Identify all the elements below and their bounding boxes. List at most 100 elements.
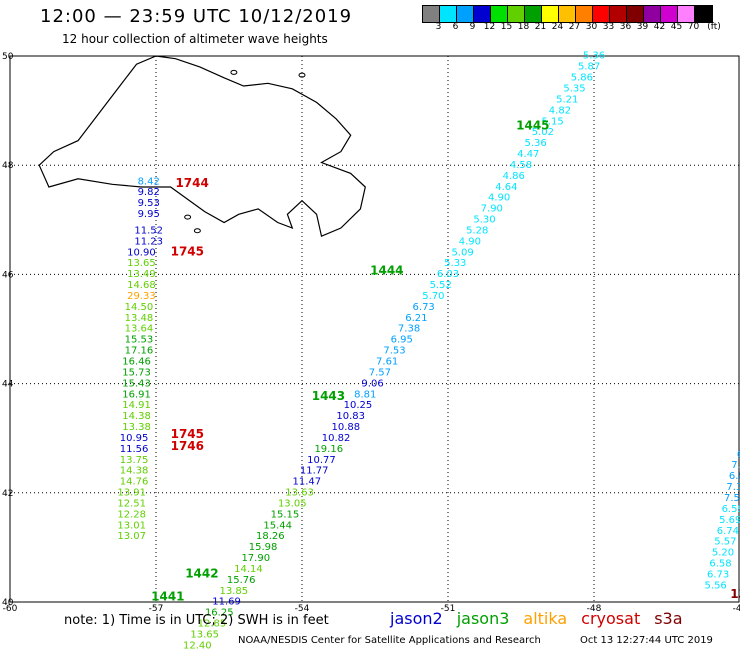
- wave-height-value: 7.90: [481, 204, 503, 215]
- color-scale-bar: [422, 5, 713, 23]
- wave-height-value: 16.25: [205, 608, 234, 619]
- pass-number-label: 133: [730, 587, 740, 601]
- wave-height-value: 7.61: [376, 356, 398, 367]
- wave-height-value: 7.30: [726, 482, 740, 493]
- wave-height-value: 4.90: [488, 193, 510, 204]
- longitude-label: -60: [3, 604, 18, 614]
- wave-height-value: 15.44: [263, 520, 292, 531]
- pass-number-label: 1443: [312, 389, 345, 403]
- color-scale-label: 24: [551, 22, 564, 32]
- wave-height-value: 7.38: [398, 324, 420, 335]
- wave-height-value: 13.85: [220, 586, 249, 597]
- island-outline: [193, 228, 201, 234]
- wave-height-value: 5.02: [532, 127, 554, 138]
- wave-height-value: 13.38: [122, 422, 151, 433]
- pass-number-label: 1445: [516, 119, 549, 133]
- wave-height-value: 6.95: [391, 335, 413, 346]
- color-swatch: [593, 6, 610, 22]
- wave-height-value: 16.91: [122, 389, 151, 400]
- color-scale-label: 45: [670, 22, 683, 32]
- longitude-label: -54: [295, 604, 310, 614]
- color-swatch: [508, 6, 525, 22]
- color-scale-label: 12: [483, 22, 496, 32]
- wave-height-value: 19.16: [314, 444, 343, 455]
- units-note: note: 1) Time is in UTC; 2) SWH is in fe…: [64, 613, 329, 628]
- wave-height-value: 15.15: [271, 509, 300, 520]
- wave-height-value: 11.56: [120, 444, 149, 455]
- wave-height-value: 5.15: [542, 116, 564, 127]
- wave-height-value: 14.76: [120, 477, 149, 488]
- wave-height-value: 13.63: [285, 488, 314, 499]
- color-swatch: [423, 6, 440, 22]
- pass-number-label: 1441: [151, 589, 184, 603]
- pass-number-label: 1744: [175, 176, 208, 190]
- longitude-label: -51: [441, 604, 456, 614]
- color-scale-label: 27: [568, 22, 581, 32]
- color-scale-label: 6: [452, 22, 459, 32]
- wave-height-value: 5.21: [556, 94, 578, 105]
- wave-height-value: 4.90: [459, 236, 481, 247]
- wave-height-value: 9.82: [138, 187, 160, 198]
- wave-height-value: 6.03: [437, 269, 459, 280]
- latitude-label: 46: [2, 270, 14, 280]
- page-title: 12:00 — 23:59 UTC 10/12/2019: [40, 6, 353, 27]
- wave-height-value: 7.53: [383, 346, 405, 357]
- color-swatch: [559, 6, 576, 22]
- wave-height-value: 11.77: [300, 466, 329, 477]
- wave-height-value: 13.64: [125, 324, 154, 335]
- legend-cryosat: cryosat: [581, 609, 641, 628]
- wave-height-value: 18.26: [256, 531, 285, 542]
- wave-height-value: 11.52: [134, 225, 163, 236]
- wave-height-value: 13.01: [117, 520, 146, 531]
- wave-height-value: 17.16: [125, 346, 154, 357]
- wave-height-value: 10.77: [307, 455, 336, 466]
- wave-height-value: 14.38: [122, 411, 151, 422]
- wave-height-value: 13.49: [127, 269, 156, 280]
- wave-height-value: 12.40: [183, 640, 212, 650]
- longitude-label: -57: [149, 604, 164, 614]
- wave-height-value: 10.82: [322, 433, 351, 444]
- wave-height-value: 29.33: [127, 291, 156, 302]
- wave-height-value: 13.75: [120, 455, 149, 466]
- latitude-label: 44: [2, 380, 14, 390]
- legend-jason3: jason3: [456, 609, 510, 628]
- wave-height-value: 5.70: [422, 291, 444, 302]
- wave-height-value: 4.82: [549, 105, 571, 116]
- wave-height-value: 10.95: [120, 433, 149, 444]
- pass-number-label: 1745: [171, 244, 204, 258]
- wave-height-value: 13.91: [117, 488, 146, 499]
- pass-number-label: 1444: [370, 263, 403, 277]
- wave-height-value: 14.68: [127, 280, 156, 291]
- wave-height-value: 8.81: [354, 389, 376, 400]
- wave-height-value: 14.91: [122, 400, 151, 411]
- wave-height-value: 5.33: [444, 258, 466, 269]
- island-outline: [184, 214, 192, 220]
- wave-height-value: 5.36: [524, 138, 546, 149]
- pass-number-label: 1745: [171, 427, 204, 441]
- coastline: [38, 55, 366, 238]
- color-scale-label: 9: [469, 22, 476, 32]
- wave-height-value: 7.44: [731, 460, 740, 471]
- pass-number-label: 1746: [171, 439, 204, 453]
- credit-text: NOAA/NESDIS Center for Satellite Applica…: [238, 635, 541, 646]
- wave-height-value: 13.65: [190, 629, 219, 640]
- wave-height-value: 6.59: [722, 504, 740, 515]
- wave-height-value: 5.69: [719, 515, 740, 526]
- wave-height-value: 4.47: [517, 149, 539, 160]
- color-swatch: [474, 6, 491, 22]
- latitude-label: 40: [2, 598, 14, 608]
- wave-height-value: 13.48: [125, 313, 154, 324]
- wave-height-value: 5.30: [473, 215, 495, 226]
- latitude-label: 50: [2, 52, 14, 62]
- wave-height-value: 12.85: [198, 619, 227, 630]
- wave-height-value: 12.51: [117, 498, 146, 509]
- wave-height-value: 14.14: [234, 564, 263, 575]
- page-subtitle: 12 hour collection of altimeter wave hei…: [62, 32, 328, 46]
- color-swatch: [457, 6, 474, 22]
- wave-height-value: 5.09: [451, 247, 473, 258]
- color-swatch: [440, 6, 457, 22]
- wave-height-value: 5.35: [563, 83, 585, 94]
- color-scale-label: 33: [602, 22, 615, 32]
- color-swatch: [610, 6, 627, 22]
- color-swatch: [525, 6, 542, 22]
